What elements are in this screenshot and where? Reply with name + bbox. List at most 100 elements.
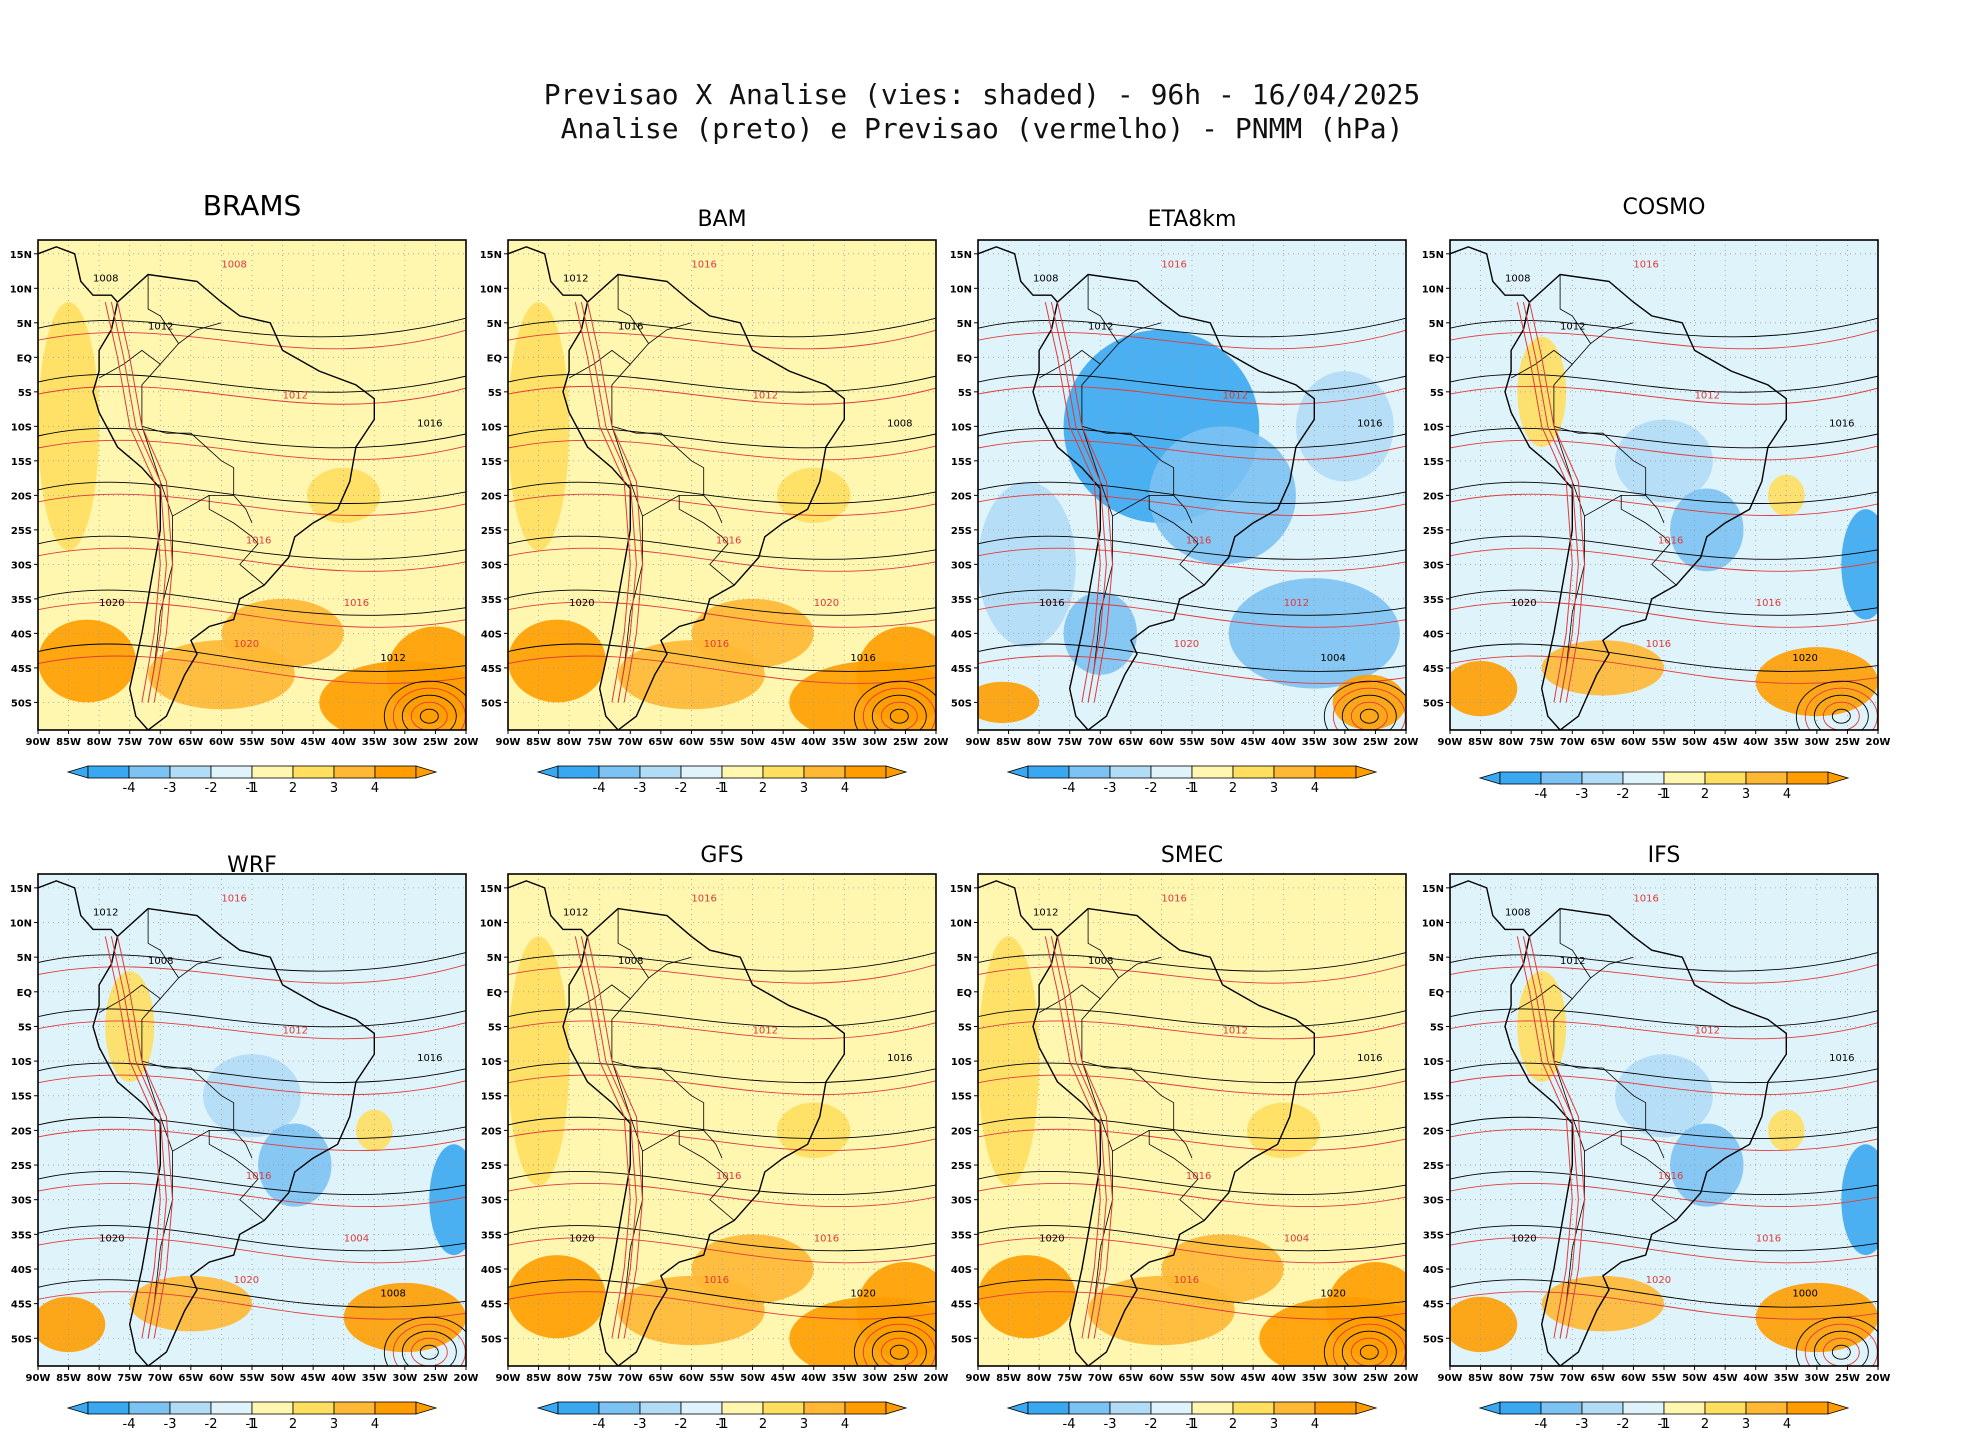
colorbar-segment (128, 765, 171, 779)
lat-label: 25S (951, 526, 972, 537)
lat-label: 15S (11, 457, 32, 468)
colorbar-label: 4 (371, 781, 379, 796)
colorbar-label: -3 (634, 1417, 647, 1432)
lat-label: 10N (950, 919, 972, 930)
bias-area (508, 1255, 606, 1339)
colorbar-label: 4 (841, 781, 849, 796)
forecast-isobar (978, 1237, 1406, 1264)
low-pressure-ring (1813, 694, 1869, 730)
low-pressure-ring (1831, 708, 1851, 724)
isobar-label: 1016 (1829, 1053, 1854, 1064)
andes-isobar (1050, 301, 1107, 703)
lon-label: 55W (240, 1373, 265, 1384)
analysis-isobar (38, 1170, 466, 1195)
andes-isobar (1522, 301, 1579, 703)
lon-label: 85W (56, 1373, 81, 1384)
panel-smec: 1012 1016 1008 1012 1016 1016 1020 1016 1020 1004… (950, 843, 1419, 1432)
lat-label: 50S (11, 1334, 32, 1345)
lat-label: 5S (1430, 1022, 1444, 1033)
lon-label: 55W (710, 1373, 735, 1384)
country-border (1148, 495, 1205, 586)
colorbar-label: -1 (1186, 1417, 1199, 1432)
forecast-isobar (38, 493, 466, 516)
lon-label: 70W (1560, 737, 1585, 748)
forecast-isobar (978, 964, 1406, 984)
colorbar-label: -3 (1576, 787, 1589, 802)
isobar-label: 1016 (246, 536, 271, 547)
lon-label: 60W (209, 1373, 234, 1384)
country-border (1553, 322, 1647, 517)
isobar-label: 1012 (753, 1025, 778, 1036)
colorbar-segment (1745, 771, 1788, 785)
lat-label: 25S (481, 1161, 502, 1172)
lon-label: 70W (148, 737, 173, 748)
analysis-isobar (978, 1225, 1406, 1252)
colorbar-label: -2 (1145, 1417, 1158, 1432)
isobar-label: 1012 (283, 1025, 308, 1036)
country-border (141, 426, 161, 482)
isobar-label: 1012 (148, 322, 173, 333)
isobar-label: 1020 (1039, 1233, 1064, 1244)
colorbar-arrow-right (1827, 1401, 1850, 1415)
andes-isobar (1044, 301, 1101, 703)
country-border (1559, 908, 1591, 979)
colorbar-arrow-left (536, 1401, 559, 1415)
forecast-isobar (978, 329, 1406, 350)
colorbar-label: 3 (1270, 1417, 1278, 1432)
forecast-isobar (38, 601, 466, 628)
low-pressure-ring (1795, 1316, 1878, 1366)
low-pressure-ring (1822, 1337, 1860, 1366)
lat-label: 25S (1423, 1161, 1444, 1172)
lon-label: 25W (1363, 737, 1388, 748)
country-border (678, 1130, 735, 1221)
colorbar-segment (169, 765, 212, 779)
lat-label: 10N (480, 284, 502, 295)
analysis-isobar (1450, 481, 1878, 504)
isobar-label: 1016 (246, 1171, 271, 1182)
lon-label: 90W (966, 737, 991, 748)
lat-label: 10S (11, 422, 32, 433)
lat-label: 20S (951, 1126, 972, 1137)
colorbar-label: 3 (800, 1417, 808, 1432)
andes-isobar (104, 301, 161, 703)
colorbar-segment (557, 1401, 600, 1415)
country-border (233, 1130, 253, 1159)
colorbar-label: -1 (716, 1417, 729, 1432)
isobar-label: 1016 (417, 1053, 442, 1064)
colorbar-label: -3 (164, 1417, 177, 1432)
isobar-label: 1020 (1511, 598, 1536, 609)
analysis-isobar (38, 373, 466, 393)
country-border (611, 322, 705, 517)
bias-area (203, 1054, 301, 1138)
forecast-isobar (508, 1237, 936, 1264)
lat-label: 50S (951, 1334, 972, 1345)
isobar-label: 1008 (93, 273, 118, 284)
low-pressure-ring (1323, 1316, 1406, 1366)
bias-area (856, 626, 936, 724)
lat-label: 20S (1423, 1126, 1444, 1137)
map-area: 1008 1016 1012 1012 1016 1016 1020 1016 1020 1016 (1450, 240, 1878, 730)
analysis-isobar (978, 589, 1406, 616)
panel-gfs: 1012 1016 1008 1012 1016 1016 1020 1016 1020 1016… (480, 843, 949, 1432)
analysis-isobar (38, 427, 466, 449)
coastline-central-america (1450, 880, 1531, 937)
andes-isobar (1044, 936, 1101, 1339)
lon-label: 65W (648, 1373, 673, 1384)
colorbar-segment (251, 765, 294, 779)
lon-label: 90W (496, 737, 521, 748)
colorbar-segment (844, 765, 887, 779)
analysis-isobar (978, 317, 1406, 338)
coastline-central-america (508, 880, 589, 937)
lon-label: 70W (618, 737, 643, 748)
isobar-label: 1016 (1756, 598, 1781, 609)
lat-label: 25S (11, 526, 32, 537)
colorbar-label: 2 (1701, 787, 1709, 802)
isobar-label: 1020 (1646, 1275, 1671, 1286)
colorbar-label: -3 (634, 781, 647, 796)
lat-label: 45S (1423, 1300, 1444, 1311)
colorbar-label: -3 (1104, 781, 1117, 796)
lon-label: 65W (1118, 1373, 1143, 1384)
lon-label: 40W (331, 1373, 356, 1384)
isobar-label: 1020 (99, 598, 124, 609)
